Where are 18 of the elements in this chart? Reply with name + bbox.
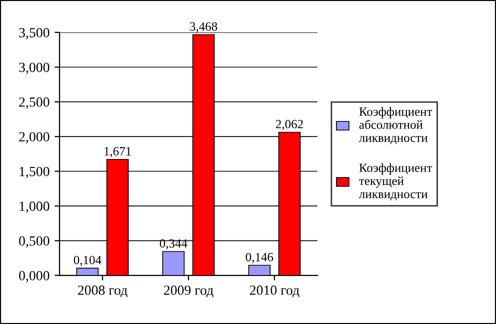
y-tick-label: 0,500	[19, 236, 50, 248]
legend-label: Коэффициент текущей ликвидности	[359, 163, 432, 201]
data-label: 3,468	[190, 22, 218, 32]
y-tick-label: 3,500	[19, 28, 50, 40]
y-tick-label: 2,000	[19, 132, 50, 144]
x-tick-label: 2010 год	[250, 286, 300, 298]
x-tick-label: 2008 год	[78, 286, 128, 298]
y-tick-label: 0,000	[19, 270, 50, 282]
y-tick-label: 1,000	[20, 202, 50, 213]
data-label: 2,062	[276, 120, 303, 130]
x-tick-label: 2009 год	[164, 286, 214, 298]
legend-label: Коэффициент абсолютной ликвидности	[359, 107, 432, 144]
data-label: 0,104	[74, 256, 102, 266]
data-label: 0,146	[246, 252, 274, 264]
data-label: 1,671	[104, 147, 131, 158]
y-tick-label: 2,500	[19, 97, 50, 109]
y-tick-label: 3,000	[19, 62, 50, 74]
y-tick-label: 1,500	[20, 166, 50, 178]
